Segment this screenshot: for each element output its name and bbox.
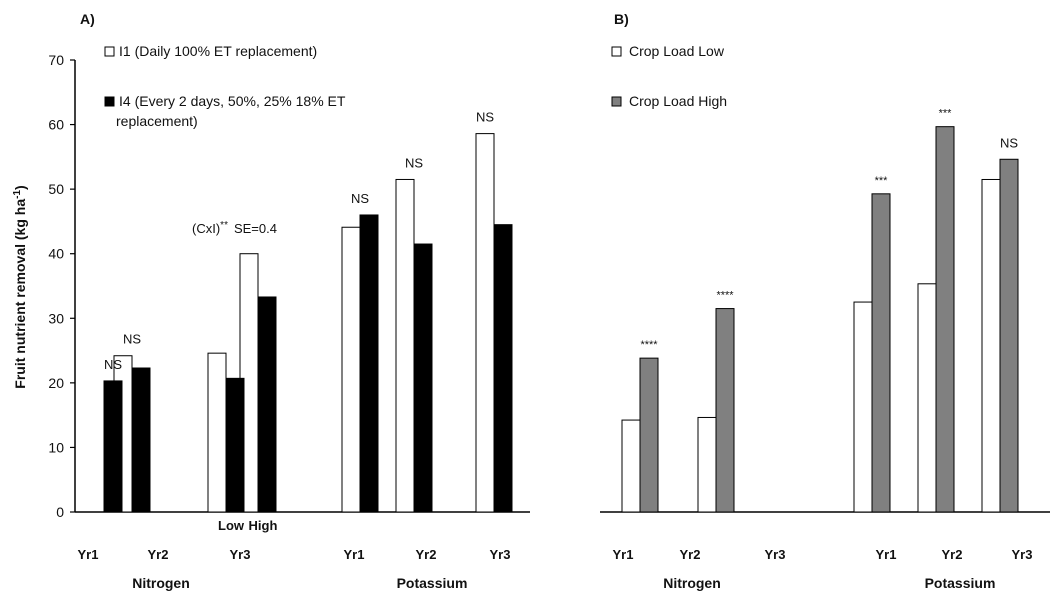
- panel-a-x-tick-label: Yr2: [416, 547, 437, 562]
- panel-a-y-tick-label: 70: [48, 52, 64, 68]
- panel-b-significance-label: ***: [875, 175, 889, 187]
- panel-a-group-nitrogen: Nitrogen: [132, 575, 190, 591]
- panel-a-bar-i4: [493, 224, 513, 513]
- panel-a-legend-label: I4 (Every 2 days, 50%, 25% 18% ET: [119, 93, 346, 109]
- panel-b-x-tick-label: Yr2: [680, 547, 701, 562]
- panel-a-legend-swatch: [104, 96, 115, 107]
- panel-a-y-tick-label: 0: [56, 504, 64, 520]
- panel-a-x-tick-label: Yr3: [230, 547, 251, 562]
- panel-b-x-tick-label: Yr1: [876, 547, 897, 562]
- panel-a-legend-swatch: [104, 46, 115, 57]
- panel-a-bar-i1: [341, 226, 361, 513]
- panel-a-bar-label-high: High: [249, 518, 278, 533]
- interaction-note: (CxI)** SE=0.4: [192, 220, 277, 236]
- panel-b-bar-low: [981, 178, 1001, 513]
- panel-b-bar-low: [853, 301, 873, 513]
- panel-b-x-tick-label: Yr1: [613, 547, 634, 562]
- panel-a-bar-i4: [225, 377, 245, 513]
- panel-a-group-potassium: Potassium: [397, 575, 468, 591]
- panel-b-label: B): [614, 11, 629, 27]
- panel-a-legend-label: replacement): [116, 113, 198, 129]
- panel-a-y-tick-label: 40: [48, 246, 64, 262]
- panel-a-label: A): [80, 11, 95, 27]
- panel-b-bar-high: [935, 126, 955, 513]
- panel-a-bar-i4: [413, 243, 433, 513]
- panel-a-x-tick-label: Yr1: [344, 547, 365, 562]
- panel-a-y-tick-label: 60: [48, 117, 64, 133]
- panel-b-significance-label: ***: [939, 108, 953, 120]
- panel-a-bar-i1: [395, 178, 415, 513]
- panel-a-bar-i4: [359, 214, 379, 513]
- panel-b-legend-swatch: [611, 46, 622, 57]
- panel-b-legend-label: Crop Load Low: [629, 43, 725, 59]
- panel-b-x-tick-label: Yr3: [1012, 547, 1033, 562]
- panel-b-legend-swatch: [611, 96, 622, 107]
- panel-a-bar-i4: [103, 380, 123, 513]
- panel-b-significance-label: ****: [716, 290, 734, 302]
- y-axis-title: Fruit nutrient removal (kg ha-1): [12, 185, 28, 388]
- panel-b-significance-label: ****: [640, 339, 658, 351]
- panel-a-bar-i1: [207, 352, 227, 513]
- panel-b-group-nitrogen: Nitrogen: [663, 575, 721, 591]
- panel-a-x-tick-label: Yr1: [78, 547, 99, 562]
- panel-a-ns-label: NS: [104, 357, 122, 372]
- panel-a-y-tick-label: 20: [48, 375, 64, 391]
- panel-a-legend-label: I1 (Daily 100% ET replacement): [119, 43, 317, 59]
- panel-b-bar-low: [621, 419, 641, 513]
- panel-b-bar-high: [639, 357, 659, 513]
- panel-a-bar-i4: [257, 296, 277, 513]
- panel-a-x-tick-label: Yr2: [148, 547, 169, 562]
- panel-a-x-tick-label: Yr3: [490, 547, 511, 562]
- panel-a-ns-label: NS: [476, 110, 494, 125]
- panel-b-bar-high: [871, 193, 891, 513]
- panel-b-bar-low: [917, 283, 937, 513]
- panel-a-y-tick-label: 30: [48, 310, 64, 326]
- panel-b-bar-low: [697, 416, 717, 513]
- panel-b-significance-label: NS: [1000, 135, 1018, 150]
- panel-a-y-tick-label: 10: [48, 439, 64, 455]
- panel-a-ns-label: NS: [123, 332, 141, 347]
- panel-b-group-potassium: Potassium: [925, 575, 996, 591]
- panel-a-bar-label-low: Low: [218, 518, 245, 533]
- panel-a-bar-i4: [131, 367, 151, 513]
- panel-a-y-tick-label: 50: [48, 181, 64, 197]
- panel-a-ns-label: NS: [351, 191, 369, 206]
- panel-a-ns-label: NS: [405, 155, 423, 170]
- panel-b-legend-label: Crop Load High: [629, 93, 727, 109]
- panel-b-x-tick-label: Yr2: [942, 547, 963, 562]
- panel-a-bar-i1: [475, 133, 495, 513]
- panel-b-x-tick-label: Yr3: [765, 547, 786, 562]
- panel-b-bar-high: [715, 308, 735, 513]
- panel-b-bar-high: [999, 158, 1019, 513]
